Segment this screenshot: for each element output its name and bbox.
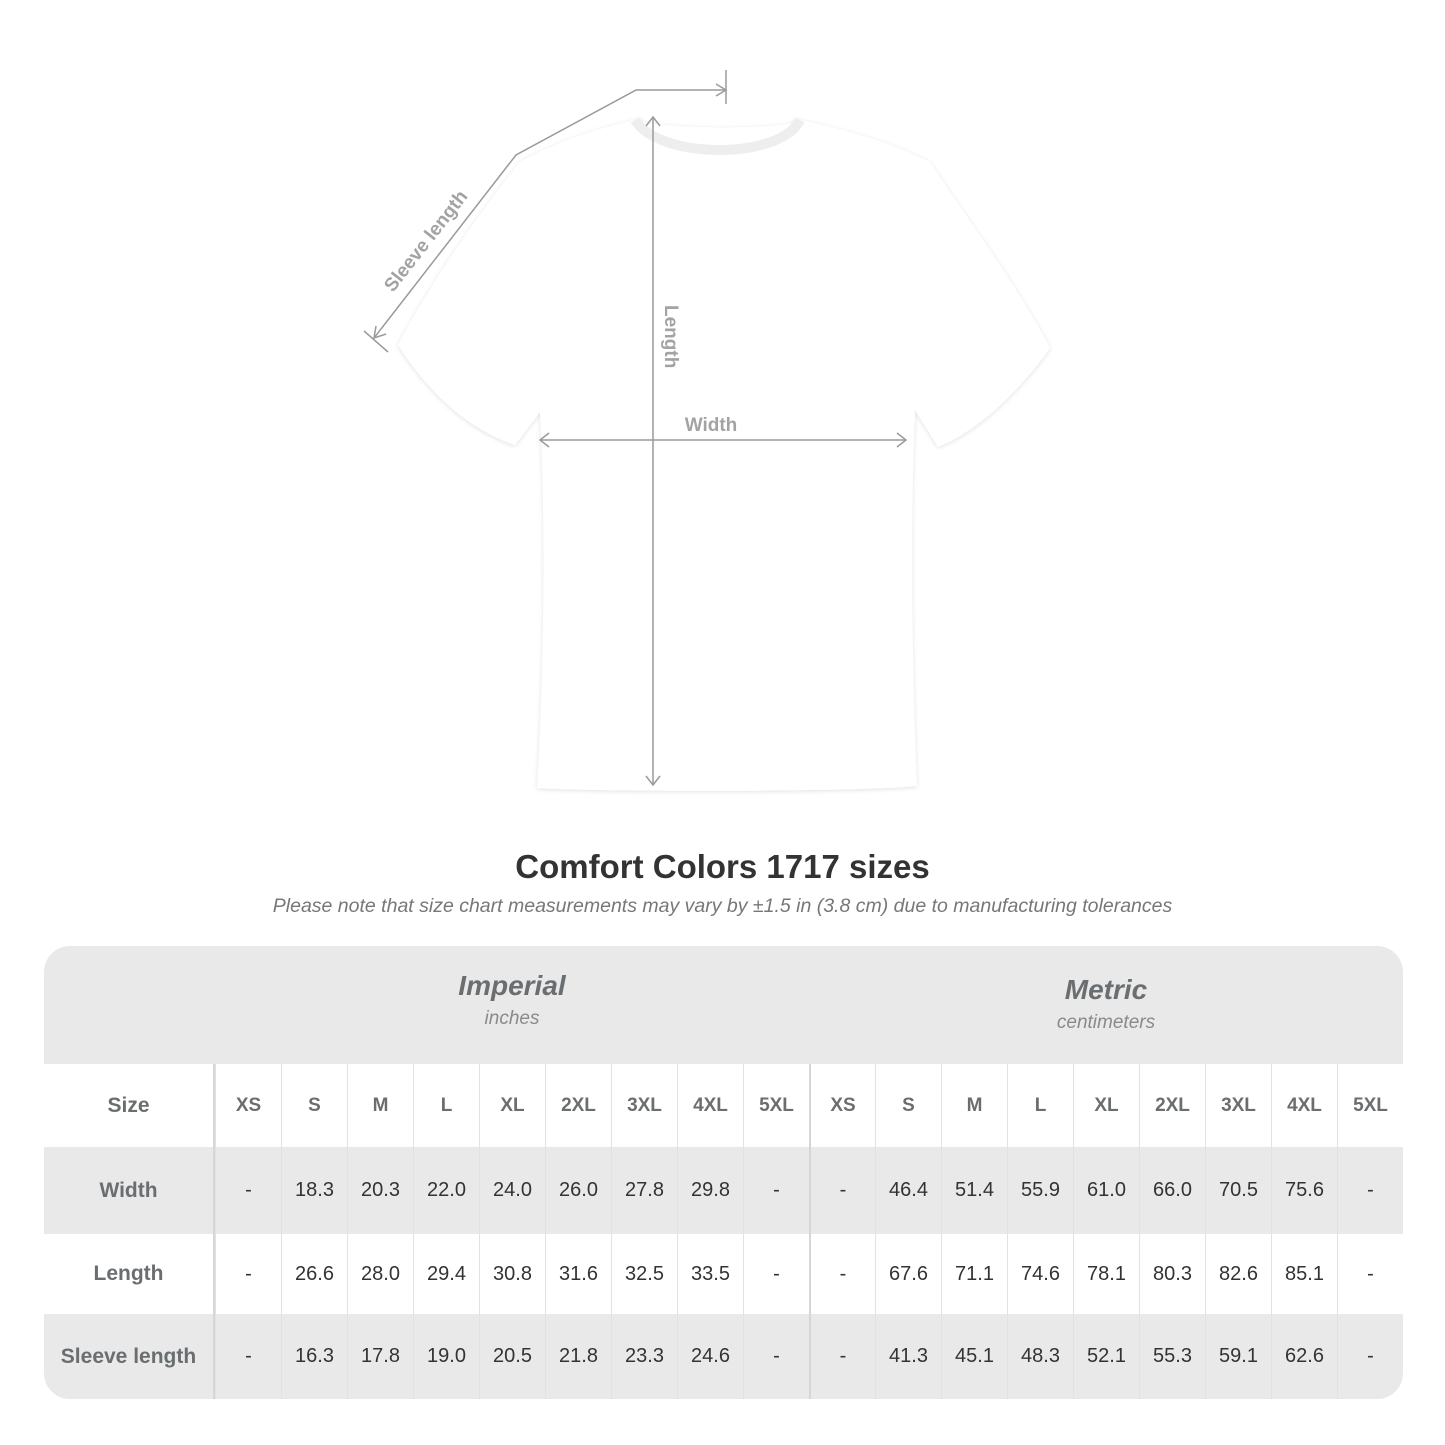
metric-value-cell: 62.6 (1271, 1314, 1337, 1399)
table-row: Sleeve length -16.3 17.8 19.0 20.5 21.8 23.3 24… (44, 1314, 1403, 1399)
imperial-value-cell: 16.3 (281, 1314, 347, 1399)
imperial-size-header: XS (215, 1064, 281, 1147)
imperial-value-cell: 26.0 (545, 1147, 611, 1234)
size-header-row: Size XS S M L XL 2XL 3XL 4XL 5XL XS S M L XL 2XL 3XL 4XL 5… (44, 1064, 1403, 1147)
imperial-value-cell: 29.4 (413, 1234, 479, 1314)
imperial-value-cell: - (743, 1234, 809, 1314)
metric-value-cell: 41.3 (875, 1314, 941, 1399)
size-table: Imperial inches Metric centimeters Size X… (44, 946, 1403, 1399)
metric-value-cell: 48.3 (1007, 1314, 1073, 1399)
metric-size-header: M (941, 1064, 1007, 1147)
imperial-value-cell: - (215, 1314, 281, 1399)
imperial-value-cell: - (215, 1234, 281, 1314)
sleeve-length-line (373, 89, 726, 339)
metric-size-header: L (1007, 1064, 1073, 1147)
metric-value-cell: - (1337, 1234, 1403, 1314)
metric-size-header: XL (1073, 1064, 1139, 1147)
length-label: Length (660, 305, 681, 368)
metric-value-cell: 85.1 (1271, 1234, 1337, 1314)
imperial-value-cell: 32.5 (611, 1234, 677, 1314)
metric-value-cell: 74.6 (1007, 1234, 1073, 1314)
imperial-value-cell: 20.3 (347, 1147, 413, 1234)
imperial-value-cell: - (743, 1147, 809, 1234)
metric-value-cell: 82.6 (1205, 1234, 1271, 1314)
tshirt-diagram: Sleeve length Length Width (363, 70, 1050, 791)
metric-value-cell: - (1337, 1314, 1403, 1399)
metric-size-header: 5XL (1337, 1064, 1403, 1147)
metric-value-cell: - (1337, 1147, 1403, 1234)
metric-value-cell: 45.1 (941, 1314, 1007, 1399)
imperial-value-cell: 28.0 (347, 1234, 413, 1314)
imperial-value-cell: 21.8 (545, 1314, 611, 1399)
tshirt-illustration (398, 116, 1050, 791)
imperial-value-cell: 31.6 (545, 1234, 611, 1314)
metric-title: Metric (1064, 974, 1148, 1005)
imperial-value-cell: 26.6 (281, 1234, 347, 1314)
metric-value-cell: 70.5 (1205, 1147, 1271, 1234)
metric-value-cell: - (809, 1147, 875, 1234)
metric-value-cell: 51.4 (941, 1147, 1007, 1234)
table-row: Width -18.3 20.3 22.0 24.0 26.0 27.8 29.8- -46.4… (44, 1147, 1403, 1234)
imperial-value-cell: 19.0 (413, 1314, 479, 1399)
metric-value-cell: - (809, 1314, 875, 1399)
imperial-value-cell: 23.3 (611, 1314, 677, 1399)
imperial-size-header: S (281, 1064, 347, 1147)
imperial-title: Imperial (458, 970, 566, 1001)
imperial-value-cell: 24.0 (479, 1147, 545, 1234)
metric-value-cell: 80.3 (1139, 1234, 1205, 1314)
metric-value-cell: 61.0 (1073, 1147, 1139, 1234)
metric-value-cell: 71.1 (941, 1234, 1007, 1314)
metric-value-cell: 59.1 (1205, 1314, 1271, 1399)
imperial-value-cell: 27.8 (611, 1147, 677, 1234)
metric-value-cell: 78.1 (1073, 1234, 1139, 1314)
imperial-value-cell: - (743, 1314, 809, 1399)
imperial-size-header: XL (479, 1064, 545, 1147)
imperial-size-header: 5XL (743, 1064, 809, 1147)
metric-value-cell: 55.3 (1139, 1314, 1205, 1399)
row-label: Width (44, 1147, 215, 1234)
metric-value-cell: 67.6 (875, 1234, 941, 1314)
metric-header: Metric centimeters (809, 950, 1403, 1068)
chart-subtitle: Please note that size chart measurements… (272, 895, 1173, 917)
metric-value-cell: - (809, 1234, 875, 1314)
metric-value-cell: 52.1 (1073, 1314, 1139, 1399)
metric-size-header: 3XL (1205, 1064, 1271, 1147)
imperial-unit: inches (484, 1008, 540, 1029)
imperial-value-cell: 29.8 (677, 1147, 743, 1234)
imperial-value-cell: 24.6 (677, 1314, 743, 1399)
metric-value-cell: 75.6 (1271, 1147, 1337, 1234)
imperial-value-cell: - (215, 1147, 281, 1234)
imperial-value-cell: 18.3 (281, 1147, 347, 1234)
imperial-value-cell: 17.8 (347, 1314, 413, 1399)
imperial-size-header: 4XL (677, 1064, 743, 1147)
metric-unit: centimeters (1056, 1012, 1156, 1033)
imperial-size-header: 2XL (545, 1064, 611, 1147)
table-row: Length -26.6 28.0 29.4 30.8 31.6 32.5 33.5- -67.… (44, 1234, 1403, 1314)
metric-size-header: S (875, 1064, 941, 1147)
metric-size-header: 4XL (1271, 1064, 1337, 1147)
metric-value-cell: 46.4 (875, 1147, 941, 1234)
row-label: Length (44, 1234, 215, 1314)
imperial-value-cell: 33.5 (677, 1234, 743, 1314)
row-label: Size (44, 1064, 215, 1147)
imperial-value-cell: 22.0 (413, 1147, 479, 1234)
metric-value-cell: 66.0 (1139, 1147, 1205, 1234)
chart-title: Comfort Colors 1717 sizes (515, 848, 930, 885)
imperial-value-cell: 30.8 (479, 1234, 545, 1314)
imperial-size-header: L (413, 1064, 479, 1147)
imperial-size-header: 3XL (611, 1064, 677, 1147)
metric-size-header: 2XL (1139, 1064, 1205, 1147)
metric-size-header: XS (809, 1064, 875, 1147)
metric-value-cell: 55.9 (1007, 1147, 1073, 1234)
row-label: Sleeve length (44, 1314, 215, 1399)
width-label: Width (685, 415, 738, 436)
imperial-value-cell: 20.5 (479, 1314, 545, 1399)
dimension-lines (363, 70, 908, 787)
imperial-size-header: M (347, 1064, 413, 1147)
imperial-header: Imperial inches (215, 946, 809, 1064)
